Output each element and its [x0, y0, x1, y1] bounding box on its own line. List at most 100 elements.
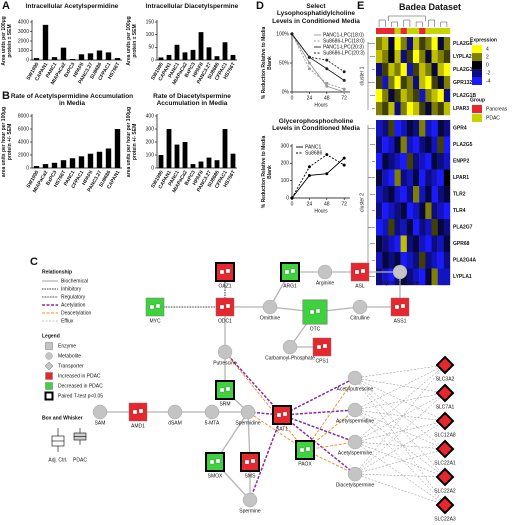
bar — [182, 142, 188, 168]
metabolite-node — [262, 299, 278, 315]
legend-label: Decreased in PDAC — [58, 383, 103, 389]
heat-cell — [431, 37, 438, 51]
heat-cell — [406, 120, 414, 137]
dendrogram — [403, 19, 411, 27]
heat-cell — [382, 169, 389, 187]
node-label: Citrulline — [350, 315, 370, 321]
box-plot — [219, 387, 225, 393]
chart-title: Rate of Diacetylspermine Accumulation in… — [153, 93, 231, 108]
y-tick-label: 0 — [26, 57, 29, 63]
bar — [158, 155, 164, 168]
heat-cell — [419, 219, 426, 236]
box-plot — [250, 458, 256, 464]
heat-cell — [394, 136, 401, 154]
heat-cell — [406, 50, 414, 64]
bar — [166, 129, 172, 168]
heat-cell — [406, 102, 414, 116]
bar — [174, 44, 180, 60]
point — [342, 78, 346, 82]
enzyme-node — [350, 262, 370, 282]
heat-cell — [437, 219, 445, 236]
heat-cell — [419, 76, 426, 90]
bar — [230, 54, 236, 60]
node-label: ARG1 — [283, 283, 297, 289]
heat-cell — [388, 63, 395, 77]
point — [325, 172, 329, 176]
y-tick-label: 0 — [26, 165, 29, 171]
node-label: SLC22A3 — [434, 516, 456, 522]
heat-cell — [388, 202, 395, 220]
point — [342, 90, 346, 94]
legend-swatch — [472, 114, 482, 122]
node-label: Arginine — [316, 280, 335, 286]
bar — [114, 58, 121, 60]
heat-cell — [382, 268, 389, 286]
heat-cell — [443, 89, 451, 103]
y-tick-label: 3000 — [18, 29, 29, 35]
heat-cell — [419, 202, 426, 220]
heat-cell — [394, 76, 401, 90]
panel-label: B — [2, 90, 10, 102]
group-cell — [388, 28, 395, 34]
y-axis-label: area units per hour per 100µg protein +/… — [1, 106, 13, 178]
y-tick-label: 4000 — [18, 19, 29, 25]
metabolite-node — [167, 404, 183, 420]
heat-cell — [413, 235, 420, 253]
legend-label: Pancreas — [486, 106, 508, 112]
heat-cell — [376, 252, 383, 269]
y-tick-label: 100 — [146, 32, 155, 38]
legend-label: -2 — [486, 70, 491, 76]
row-label: TLR2 — [453, 192, 466, 198]
enzyme-node — [215, 262, 235, 282]
heat-cell — [425, 120, 432, 137]
heat-cell — [406, 76, 414, 90]
heat-cell — [400, 120, 408, 137]
heat-cell — [382, 50, 389, 64]
node-label: ODC1 — [218, 318, 232, 324]
heat-cell — [443, 235, 451, 253]
legend-swatch — [472, 77, 482, 85]
heat-cell — [394, 37, 401, 51]
cluster-label: cluster 1 — [359, 66, 365, 85]
heat-cell — [376, 76, 383, 90]
y-tick-label: 2000 — [18, 38, 29, 44]
heat-cell — [443, 120, 451, 137]
edge — [354, 409, 446, 478]
enzyme-node — [312, 337, 332, 357]
heat-cell — [376, 89, 383, 103]
heat-cell — [406, 268, 414, 286]
y-axis-label: Area units per 100µg protein ± SEM — [1, 16, 13, 66]
heat-cell — [406, 186, 414, 203]
heat-cell — [437, 235, 445, 253]
bar — [222, 129, 228, 168]
box-plot — [225, 268, 231, 274]
node-label: Diacetylspermine — [336, 482, 375, 488]
heat-cell — [376, 202, 383, 220]
y-tick-label: 300 — [281, 143, 290, 149]
metabolite-node — [242, 492, 258, 508]
node-label: Acetylspermine — [338, 450, 372, 456]
enzyme-node — [45, 342, 53, 350]
heat-cell — [400, 76, 408, 90]
y-tick-label: 100 — [146, 152, 155, 158]
bar — [51, 162, 58, 168]
node-label: SRM — [219, 401, 230, 407]
heat-cell — [376, 102, 383, 116]
point — [290, 32, 294, 36]
legend-label: PDAC — [486, 115, 500, 121]
cluster-label: cluster 2 — [359, 193, 365, 212]
heat-cell — [382, 120, 389, 137]
heat-cell — [419, 120, 426, 137]
node-label: PAOX — [298, 461, 312, 467]
group-cell — [406, 28, 414, 34]
x-tick-label: 48 — [324, 201, 330, 207]
chart-title: Badea Dataset — [398, 2, 462, 12]
series-line — [291, 157, 345, 199]
chart-title: Intracellular Diacetylspermine — [145, 3, 239, 10]
bar — [105, 52, 112, 60]
metabolite-node — [352, 299, 368, 315]
node-label: CPS1 — [315, 358, 328, 364]
heat-cell — [406, 153, 414, 170]
heat-cell — [400, 186, 408, 203]
